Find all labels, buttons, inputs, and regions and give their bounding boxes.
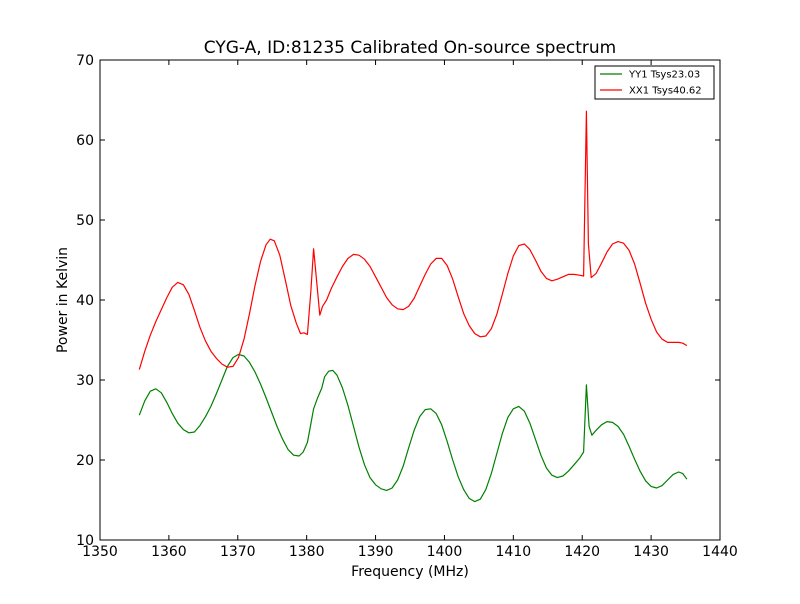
x-tick-label-2: 1370 bbox=[220, 544, 256, 560]
series-layer bbox=[138, 110, 688, 503]
x-tick-label-9: 1440 bbox=[702, 544, 738, 560]
y-axis-label: Power in Kelvin bbox=[55, 247, 71, 353]
x-axis-label: Frequency (MHz) bbox=[351, 564, 469, 580]
legend: YY1 Tsys23.03 XX1 Tsys40.62 bbox=[594, 65, 715, 100]
y-tick-label-3: 40 bbox=[76, 293, 94, 309]
x-tick-label-3: 1380 bbox=[289, 544, 325, 560]
x-tick-label-8: 1430 bbox=[633, 544, 669, 560]
legend-label-0: YY1 Tsys23.03 bbox=[628, 70, 700, 81]
x-tick-label-4: 1390 bbox=[358, 544, 394, 560]
series-line-0 bbox=[138, 353, 688, 503]
legend-box bbox=[594, 65, 715, 100]
y-tick-label-2: 30 bbox=[76, 373, 94, 389]
y-tick-label-0: 10 bbox=[76, 533, 94, 549]
y-tick-label-1: 20 bbox=[76, 453, 94, 469]
x-tick-label-7: 1420 bbox=[564, 544, 600, 560]
legend-label-1: XX1 Tsys40.62 bbox=[629, 86, 702, 97]
series-line-1 bbox=[138, 110, 688, 370]
x-tick-label-5: 1400 bbox=[427, 544, 463, 560]
x-tick-label-6: 1410 bbox=[496, 544, 532, 560]
x-tick-label-0: 1350 bbox=[82, 544, 118, 560]
y-tick-label-5: 60 bbox=[76, 133, 94, 149]
tick-layer: 1350 1360 1370 1380 1390 1400 1410 1420 1430 1440… bbox=[76, 53, 738, 560]
chart-title: CYG-A, ID:81235 Calibrated On-source spe… bbox=[204, 38, 616, 58]
x-tick-label-1: 1360 bbox=[151, 544, 187, 560]
y-tick-label-6: 70 bbox=[76, 53, 94, 69]
y-tick-label-4: 50 bbox=[76, 213, 94, 229]
